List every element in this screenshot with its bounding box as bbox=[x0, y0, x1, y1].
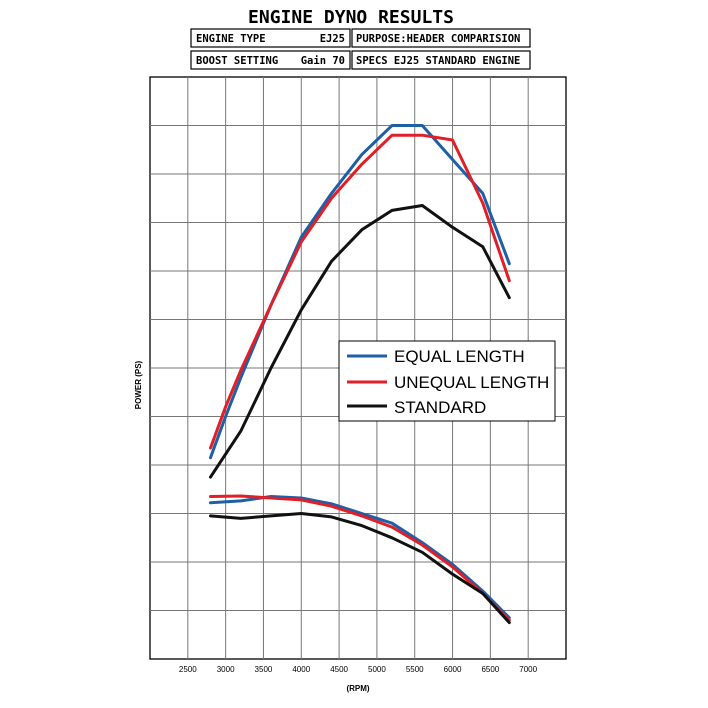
x-tick-label: 7000 bbox=[519, 665, 537, 674]
info-table: ENGINE TYPE EJ25 PURPOSE:HEADER COMPARIS… bbox=[190, 28, 531, 70]
engine-type-value: EJ25 bbox=[320, 33, 345, 45]
purpose-text: PURPOSE:HEADER COMPARISION bbox=[356, 33, 520, 45]
legend-label-unequal-length: UNEQUAL LENGTH bbox=[394, 373, 549, 392]
x-tick-label: 2500 bbox=[179, 665, 197, 674]
info-cell-specs bbox=[351, 50, 531, 70]
x-tick-labels: 2500 3000 3500 4000 4500 5000 5500 6000 6500 7000 bbox=[179, 665, 538, 674]
series-line-standard-lower bbox=[209, 512, 511, 625]
x-axis-label: (RPM) bbox=[346, 684, 369, 693]
grid bbox=[150, 77, 566, 659]
series-line-equal-length-upper bbox=[209, 124, 511, 460]
legend-label-standard: STANDARD bbox=[394, 398, 486, 417]
boost-setting-label: BOOST SETTING bbox=[196, 55, 278, 67]
series-line-unequal-length-lower bbox=[209, 494, 511, 622]
x-tick-label: 4500 bbox=[330, 665, 348, 674]
x-tick-label: 6000 bbox=[444, 665, 462, 674]
series-line-standard-upper bbox=[209, 204, 511, 479]
x-tick-label: 5500 bbox=[406, 665, 424, 674]
info-cell-engine-type bbox=[190, 28, 351, 48]
legend-label-equal-length: EQUAL LENGTH bbox=[394, 347, 525, 366]
x-tick-label: 3000 bbox=[217, 665, 235, 674]
x-tick-label: 4000 bbox=[292, 665, 310, 674]
series-line-unequal-length-upper bbox=[209, 133, 511, 450]
legend: EQUAL LENGTH UNEQUAL LENGTH STANDARD bbox=[338, 340, 556, 422]
chart-title: ENGINE DYNO RESULTS bbox=[248, 7, 454, 28]
engine-type-label: ENGINE TYPE bbox=[196, 33, 266, 45]
info-cell-purpose bbox=[351, 28, 531, 48]
y-axis-label: POWER (PS) bbox=[134, 360, 143, 409]
x-tick-label: 3500 bbox=[255, 665, 273, 674]
info-cell-boost-setting bbox=[190, 50, 351, 70]
boost-setting-value: Gain 70 bbox=[301, 55, 345, 67]
x-tick-label: 6500 bbox=[481, 665, 499, 674]
series-layer bbox=[209, 124, 511, 625]
specs-text: SPECS EJ25 STANDARD ENGINE bbox=[356, 55, 520, 67]
x-tick-label: 5000 bbox=[368, 665, 386, 674]
